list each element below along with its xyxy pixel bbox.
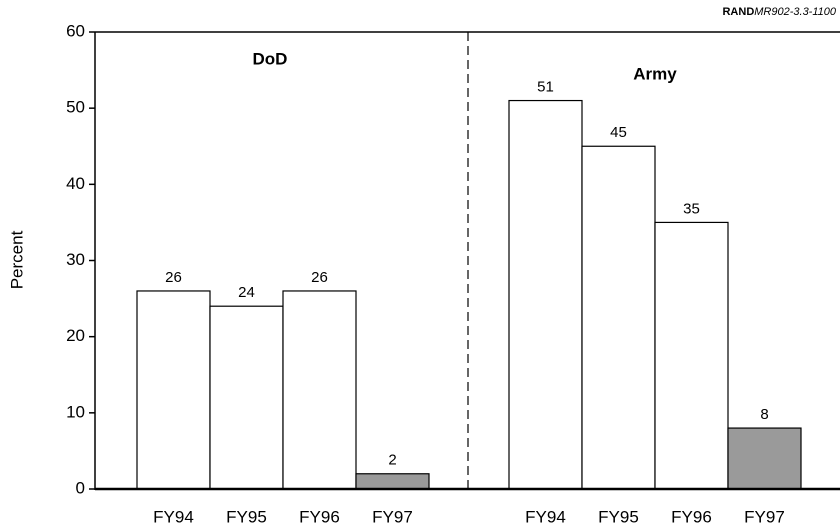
- source-note: RANDMR902-3.3-1100: [722, 6, 836, 18]
- x-tick-label: FY97: [372, 507, 413, 526]
- note-code: MR902-3.3-1100: [754, 6, 837, 18]
- y-tick-label: 0: [76, 478, 85, 497]
- bar: [727, 427, 802, 490]
- value-label: 45: [610, 124, 627, 141]
- x-tick-label: FY94: [153, 507, 194, 526]
- x-tick-label: FY96: [671, 507, 712, 526]
- panel-title: DoD: [253, 49, 288, 68]
- value-label: 26: [165, 269, 182, 286]
- bar: [355, 473, 430, 490]
- bar: [508, 99, 583, 490]
- y-tick-label: 20: [66, 326, 85, 345]
- y-tick-label: 50: [66, 98, 85, 117]
- bar: [136, 290, 211, 490]
- x-tick-label: FY96: [299, 507, 340, 526]
- value-label: 26: [311, 269, 328, 286]
- bar: [282, 290, 357, 490]
- bar: [654, 221, 729, 490]
- y-axis-label: Percent: [7, 230, 26, 289]
- x-tick-label: FY94: [525, 507, 566, 526]
- value-label: 35: [683, 200, 700, 217]
- bar: [581, 145, 656, 490]
- x-tick-label: FY95: [598, 507, 639, 526]
- y-tick-label: 10: [66, 402, 85, 421]
- note-prefix: RAND: [722, 6, 754, 18]
- value-label: 51: [537, 79, 554, 96]
- value-label: 8: [760, 406, 768, 423]
- panel-title: Army: [633, 64, 677, 83]
- y-tick-label: 40: [66, 174, 85, 193]
- value-label: 2: [388, 452, 396, 469]
- y-tick-label: 30: [66, 250, 85, 269]
- y-tick-label: 60: [66, 21, 85, 40]
- x-tick-label: FY95: [226, 507, 267, 526]
- bar: [209, 305, 284, 490]
- x-tick-label: FY97: [744, 507, 785, 526]
- value-label: 24: [238, 284, 255, 301]
